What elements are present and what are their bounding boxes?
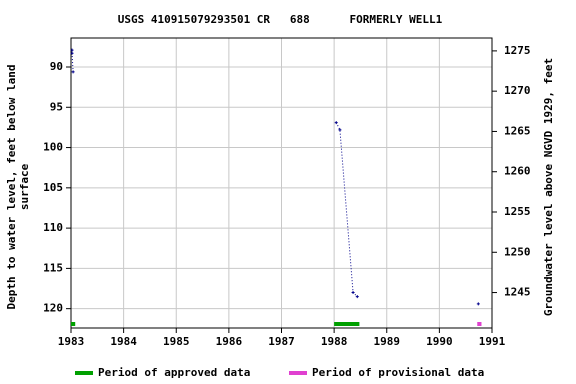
data-point — [71, 70, 75, 74]
legend-label: Period of provisional data — [312, 366, 484, 379]
legend-swatch — [289, 371, 307, 375]
y2-tick-label: 1250 — [504, 245, 531, 258]
y2-axis-label: Groundwater level above NGVD 1929, feet — [542, 58, 555, 316]
x-tick-label: 1987 — [268, 335, 295, 348]
period-bar — [477, 322, 482, 326]
data-point — [70, 48, 74, 52]
legend-label: Period of approved data — [98, 366, 250, 379]
y2-tick-label: 1270 — [504, 84, 531, 97]
y-tick-label: 90 — [50, 60, 63, 73]
y2-tick-label: 1260 — [504, 165, 531, 178]
x-tick-label: 1989 — [374, 335, 401, 348]
data-line — [72, 50, 478, 304]
data-point — [355, 295, 359, 299]
data-point — [338, 128, 342, 132]
data-point — [476, 302, 480, 306]
data-point — [351, 291, 355, 295]
y-axis-label: Depth to water level, feet below land — [5, 64, 18, 309]
y2-tick-label: 1275 — [504, 44, 531, 57]
y-tick-label: 115 — [43, 261, 63, 274]
plot-frame — [70, 37, 493, 329]
x-tick-label: 1985 — [163, 335, 190, 348]
x-tick-label: 1988 — [321, 335, 348, 348]
chart-title: USGS 410915079293501 CR 688 FORMERLY WEL… — [118, 13, 443, 26]
data-point — [70, 51, 74, 55]
y-tick-label: 95 — [50, 100, 63, 113]
y-axis-label: surface — [18, 163, 31, 210]
legend-swatch — [75, 371, 93, 375]
x-tick-label: 1990 — [426, 335, 453, 348]
y2-tick-label: 1245 — [504, 286, 531, 299]
y2-tick-label: 1265 — [504, 124, 531, 137]
y2-tick-label: 1255 — [504, 205, 531, 218]
x-tick-label: 1991 — [479, 335, 506, 348]
x-tick-label: 1984 — [110, 335, 137, 348]
period-bar — [71, 322, 76, 326]
period-bar — [334, 322, 360, 326]
y-tick-label: 100 — [43, 141, 63, 154]
x-tick-label: 1983 — [58, 335, 85, 348]
y-tick-label: 105 — [43, 181, 63, 194]
x-tick-label: 1986 — [216, 335, 243, 348]
y-tick-label: 110 — [43, 221, 63, 234]
y-tick-label: 120 — [43, 302, 63, 315]
data-point — [334, 121, 338, 125]
